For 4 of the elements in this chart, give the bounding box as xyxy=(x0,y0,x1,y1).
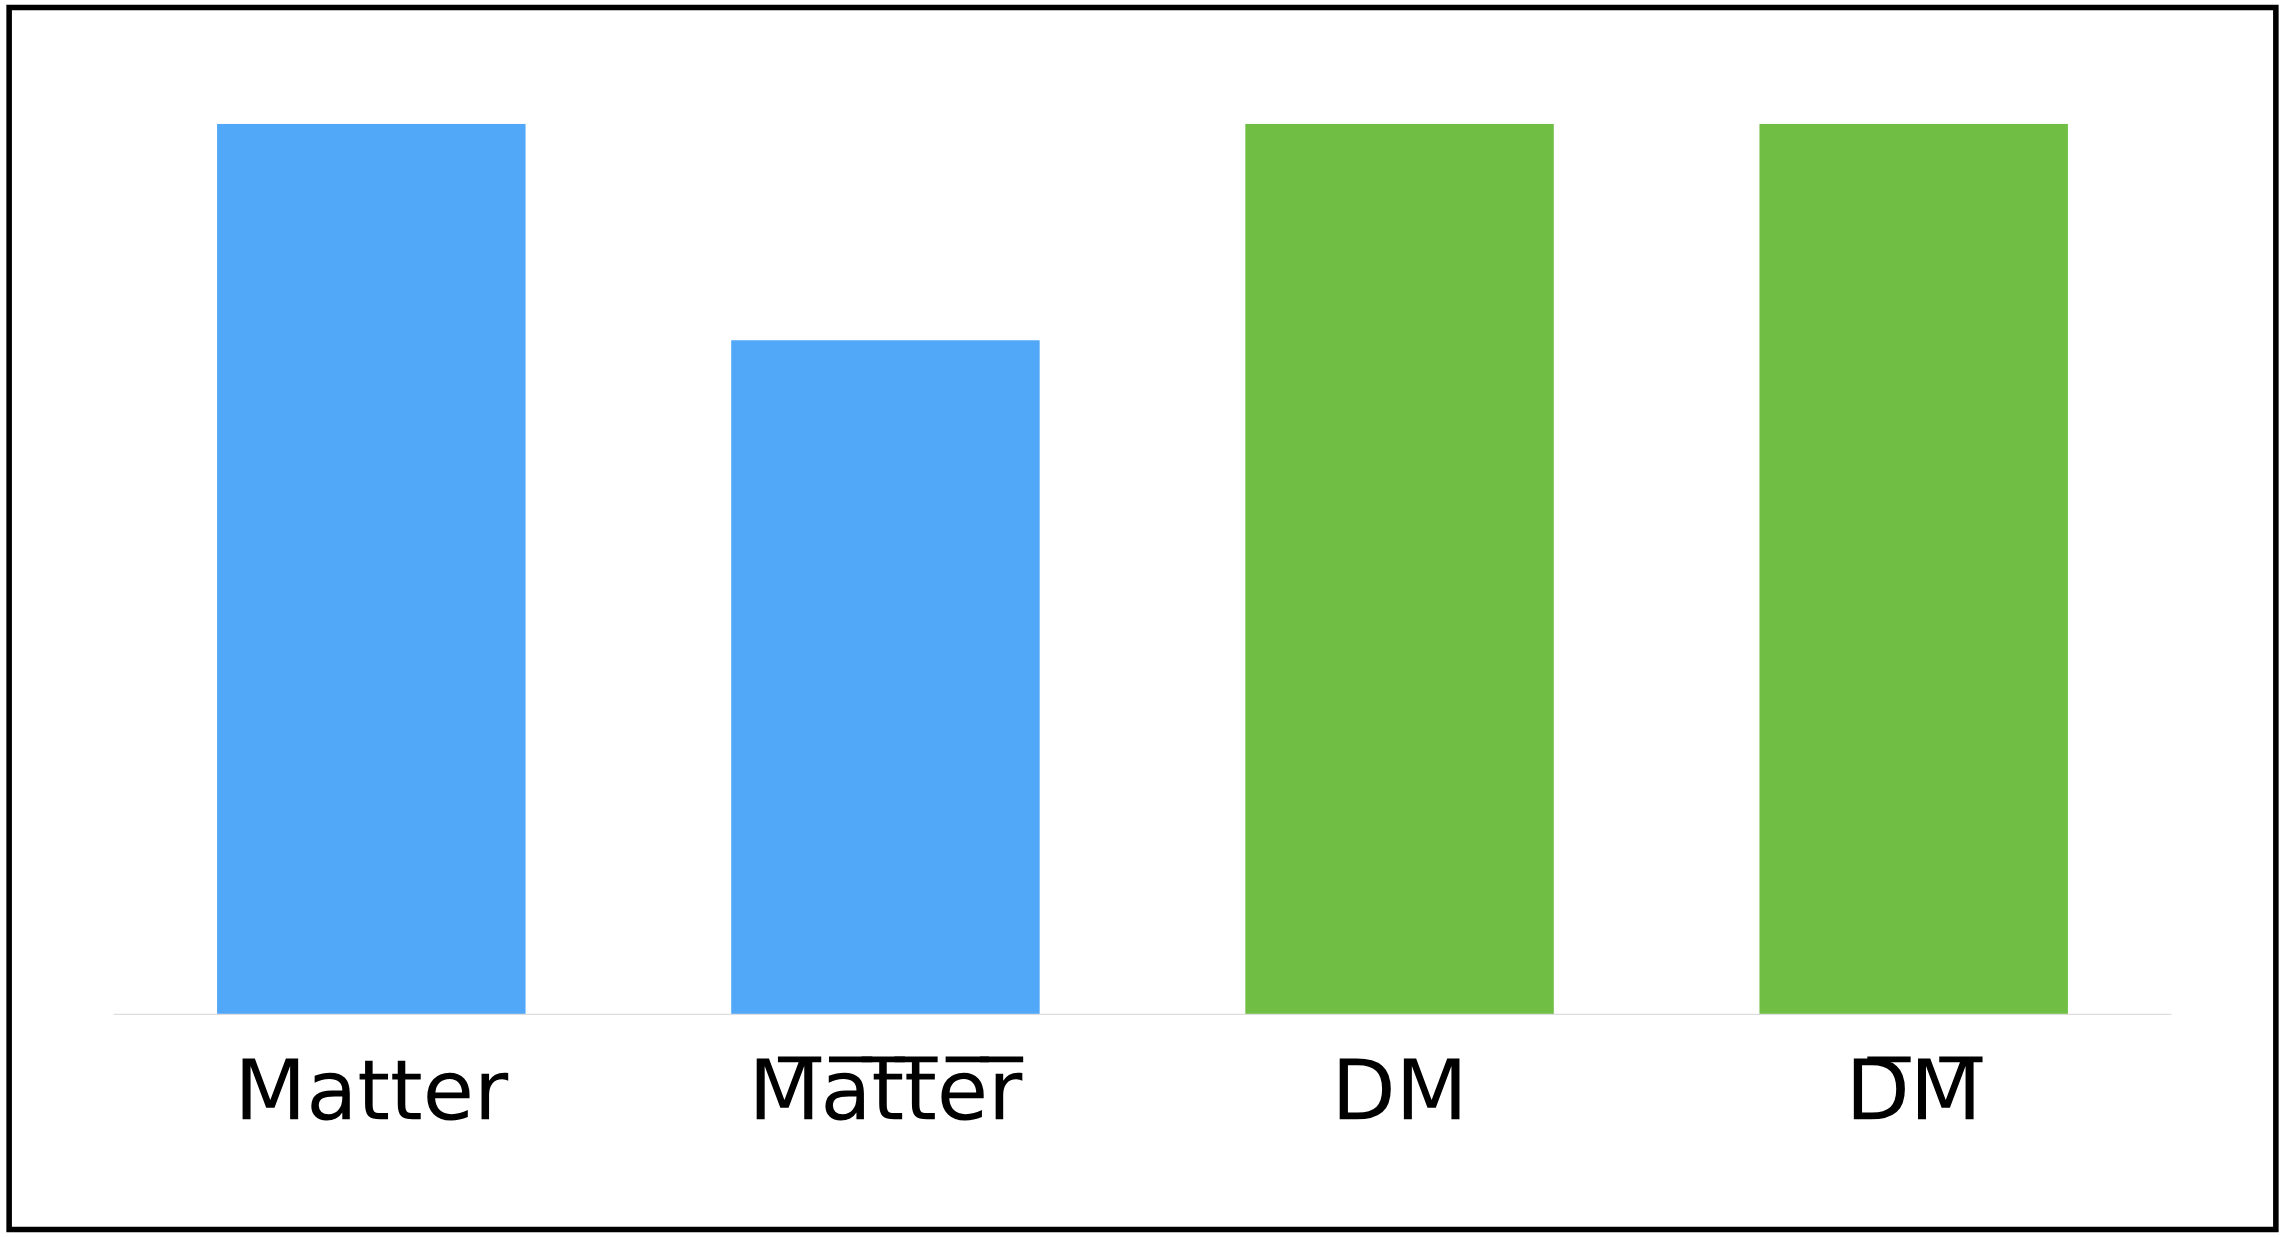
x-tick-label: M̅a̅t̅t̅e̅r̅ xyxy=(756,1056,1024,1121)
x-tick-label: Matter xyxy=(242,1058,509,1121)
x-tick-label: D̅M̅ xyxy=(1853,1056,1983,1120)
x-tick-label: DM xyxy=(1339,1058,1460,1120)
